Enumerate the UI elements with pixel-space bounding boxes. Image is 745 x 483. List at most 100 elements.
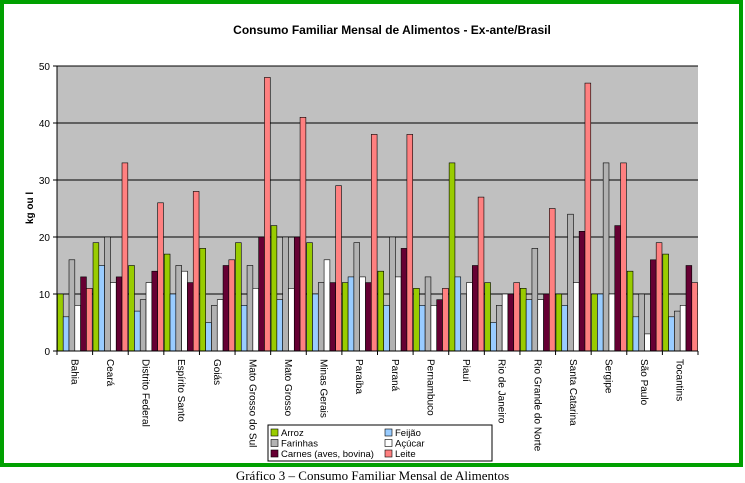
bar	[86, 287, 93, 352]
bar	[691, 282, 698, 352]
bar	[597, 293, 604, 352]
x-axis: Bahia Ceará Distrito Federal Espírito Santo…	[56, 350, 699, 452]
y-tick-label: 20	[39, 233, 51, 244]
bar	[632, 316, 640, 352]
bar	[104, 236, 111, 352]
y-tick-label: 30	[39, 176, 51, 187]
bar	[169, 293, 177, 352]
x-tick-label: Mato Grosso	[282, 359, 293, 417]
bar	[57, 293, 64, 352]
y-axis: 0 10 20 30 40 50	[39, 62, 58, 358]
bar	[662, 253, 669, 352]
bar	[157, 202, 164, 352]
bar	[655, 242, 663, 352]
bar	[591, 293, 598, 352]
bar	[299, 117, 307, 352]
bar	[323, 259, 331, 352]
bar	[175, 265, 182, 352]
x-tick-label: Mato Grosso do Sul	[246, 359, 257, 447]
bar	[442, 287, 449, 352]
bar	[329, 282, 336, 352]
y-tick-label: 40	[39, 119, 51, 130]
bar	[68, 259, 76, 352]
bar	[430, 305, 438, 352]
bar	[584, 82, 592, 352]
bar	[347, 276, 355, 352]
bar	[181, 270, 188, 352]
gridlines	[57, 65, 698, 295]
bar	[389, 236, 396, 352]
bar	[567, 213, 574, 352]
bar	[199, 248, 206, 352]
x-tick-label: Ceará	[104, 359, 115, 387]
bar	[80, 276, 87, 352]
bar	[531, 248, 539, 352]
bar	[258, 236, 265, 352]
bar	[674, 310, 681, 352]
bar	[413, 287, 420, 352]
x-tick-label: Santa Catarina	[567, 359, 578, 426]
bar	[139, 299, 147, 352]
bar	[454, 276, 462, 352]
bar	[448, 162, 456, 352]
bar	[62, 316, 70, 352]
bar	[419, 305, 426, 352]
bar	[424, 276, 432, 352]
bar	[650, 259, 657, 352]
bar	[513, 282, 520, 352]
bars	[57, 77, 698, 352]
x-tick-label: Rio Grande do Norte	[531, 359, 542, 452]
bar	[370, 134, 378, 352]
bar	[306, 242, 313, 352]
bar	[145, 282, 153, 352]
x-tick-label: Distrito Federal	[140, 359, 151, 427]
bar	[490, 322, 497, 352]
bar	[293, 236, 301, 352]
bar	[549, 208, 556, 352]
bar	[383, 305, 390, 352]
x-tick-label: Espírito Santo	[175, 359, 186, 422]
bar	[477, 196, 485, 352]
bar	[525, 299, 533, 352]
legend-label: Leite	[395, 449, 416, 460]
legend-label: Farinhas	[281, 439, 318, 450]
bar	[252, 287, 259, 352]
y-tick-label: 50	[39, 62, 51, 73]
chart-title: Consumo Familiar Mensal de Alimentos - E…	[233, 23, 551, 37]
legend-swatch	[270, 439, 279, 447]
bar	[121, 162, 129, 352]
bar	[377, 270, 385, 352]
legend-swatch	[270, 428, 279, 437]
bar	[685, 265, 693, 352]
legend: Arroz Feijão Farinhas Açúcar Carnes (aves, b…	[267, 424, 493, 462]
bar	[602, 162, 610, 352]
bar	[555, 293, 563, 352]
y-tick-label: 0	[44, 347, 50, 358]
legend-label: Açúcar	[395, 439, 425, 450]
legend-label: Arroz	[281, 428, 304, 439]
bar	[228, 259, 235, 352]
bar	[211, 305, 218, 352]
bar	[92, 242, 100, 352]
x-tick-label: Tocantins	[674, 359, 685, 401]
bar	[128, 265, 135, 352]
bar	[520, 287, 527, 352]
bar	[163, 253, 171, 352]
legend-swatch	[384, 439, 393, 447]
bar	[335, 185, 342, 352]
bar	[246, 265, 254, 352]
bar	[395, 276, 402, 352]
bar	[205, 322, 212, 352]
x-tick-label: Sergipe	[602, 359, 613, 394]
legend-swatch	[384, 449, 393, 458]
bar	[614, 225, 621, 352]
x-tick-label: Pernambuco	[424, 359, 435, 416]
legend-label: Feijão	[395, 428, 421, 439]
bar	[115, 276, 123, 352]
bar	[507, 293, 515, 352]
bar	[74, 305, 81, 352]
bar	[98, 265, 105, 352]
bar	[496, 305, 503, 352]
bar	[537, 299, 544, 352]
x-tick-label: Paraíba	[353, 359, 364, 394]
